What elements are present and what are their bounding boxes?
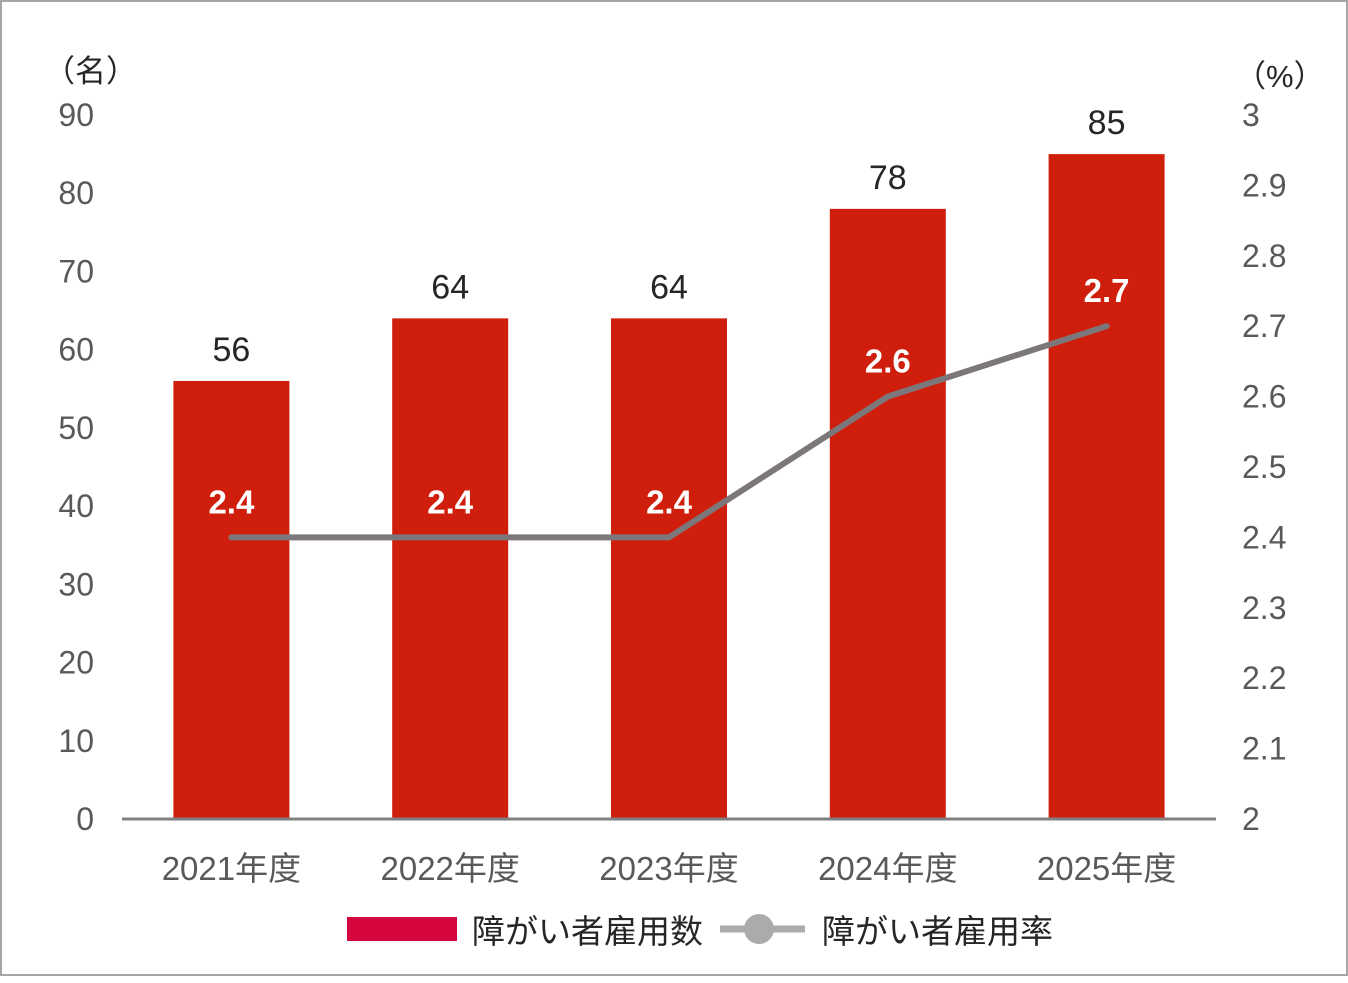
left-axis-tick-80: 80 [58,175,94,211]
bar-value-label-2023年度: 64 [650,268,688,306]
rate-line [228,323,1110,541]
x-axis-label-2024年度: 2024年度 [818,850,957,887]
bar-2025年度 [1048,154,1165,820]
x-axis-label-2022年度: 2022年度 [380,850,519,887]
right-axis-unit-label: （%） [1235,59,1325,94]
right-axis-tick-2.2: 2.2 [1242,660,1286,696]
right-axis-tick-2: 2 [1242,801,1260,837]
bar-2023年度 [611,318,727,819]
line-value-label-2023年度: 2.4 [646,483,693,520]
right-axis-tick-2.8: 2.8 [1242,238,1286,274]
right-axis-tick-2.4: 2.4 [1242,519,1286,555]
legend-label-bar: 障がい者雇用数 [472,913,703,950]
line-value-label-2025年度: 2.7 [1084,272,1130,309]
left-axis-tick-60: 60 [58,332,94,368]
right-axis-tick-3: 3 [1242,97,1260,133]
left-axis-tick-0: 0 [76,801,94,837]
x-axis-label-2025年度: 2025年度 [1037,850,1176,887]
right-axis-tick-2.3: 2.3 [1242,590,1286,626]
legend-label-line: 障がい者雇用率 [822,913,1053,950]
bar-value-label-2024年度: 78 [869,159,907,197]
right-axis-tick-2.1: 2.1 [1242,731,1286,767]
left-axis-tick-70: 70 [58,253,94,289]
bar-2022年度 [392,318,509,819]
bar-2021年度 [173,380,290,819]
left-axis-tick-40: 40 [58,488,94,524]
x-axis-label-2021年度: 2021年度 [162,850,301,887]
legend-bar-swatch [347,917,457,941]
right-axis-tick-2.6: 2.6 [1242,379,1286,415]
line-value-label-2024年度: 2.6 [865,343,911,380]
right-axis-tick-2.7: 2.7 [1242,308,1286,344]
right-axis-tick-2.5: 2.5 [1242,449,1286,485]
left-axis-unit-label: （名） [44,54,137,89]
left-axis-tick-20: 20 [58,645,94,681]
bar-value-label-2025年度: 85 [1088,104,1126,142]
legend-line-dot [744,914,774,944]
left-axis-tick-10: 10 [58,723,94,759]
x-axis-label-2023年度: 2023年度 [599,850,738,887]
bar-value-label-2021年度: 56 [212,331,250,369]
line-value-label-2022年度: 2.4 [427,483,474,520]
line-value-label-2021年度: 2.4 [208,483,255,520]
left-axis-tick-50: 50 [58,410,94,446]
left-axis-tick-90: 90 [58,97,94,133]
left-axis-tick-30: 30 [58,566,94,602]
right-axis-tick-2.9: 2.9 [1242,167,1286,203]
bar-2024年度 [829,208,946,819]
bar-value-label-2022年度: 64 [431,268,469,306]
